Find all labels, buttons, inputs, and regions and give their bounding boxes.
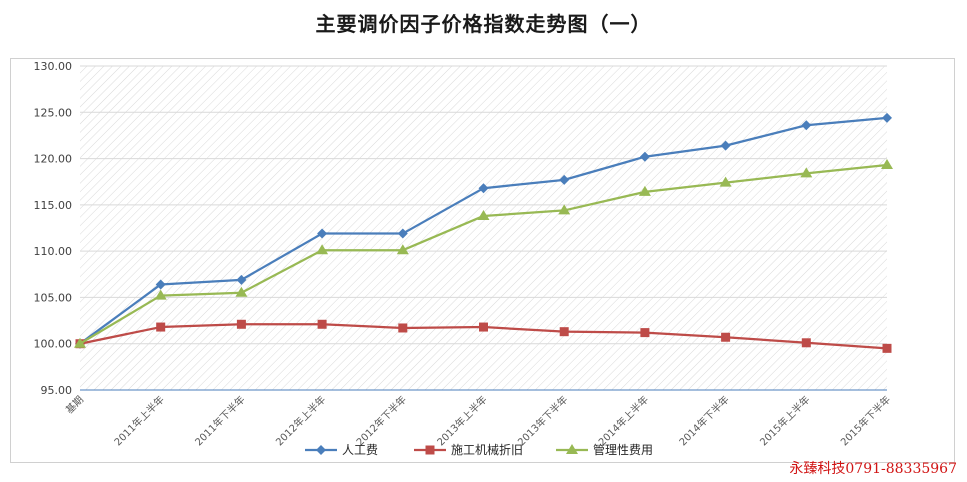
y-tick-label: 125.00	[34, 106, 73, 119]
y-tick-label: 115.00	[34, 199, 73, 212]
chart-frame	[10, 58, 955, 463]
legend-marker	[425, 445, 435, 455]
gridlines	[80, 65, 887, 391]
x-tick-label: 2011年上半年	[111, 393, 166, 448]
y-tick-label: 110.00	[34, 245, 73, 258]
series-3	[74, 159, 893, 348]
data-point	[316, 244, 329, 255]
legend-marker	[566, 444, 578, 454]
x-axis-ticks: 基期 2011年上半年 2011年下半年 2012年上半年 2012年下半年 2013年上…	[63, 393, 893, 448]
x-tick-label: 2015年下半年	[838, 393, 893, 448]
x-tick-label: 2013年上半年	[434, 393, 489, 448]
x-tick-label: 2013年下半年	[515, 393, 570, 448]
data-point	[478, 183, 489, 194]
legend-label: 管理性费用	[593, 442, 653, 457]
x-tick-label: 2015年上半年	[757, 393, 812, 448]
legend: 人工费 施工机械折旧 管理性费用	[305, 442, 653, 457]
plot-area	[80, 66, 887, 390]
data-point	[317, 228, 328, 239]
data-point	[398, 323, 408, 333]
x-tick-label: 2012年下半年	[353, 393, 408, 448]
y-tick-label: 105.00	[34, 291, 73, 304]
series-1	[75, 112, 892, 349]
y-tick-label: 130.00	[34, 60, 73, 73]
data-point	[720, 140, 731, 151]
legend-item: 施工机械折旧	[414, 442, 523, 457]
data-point	[801, 120, 812, 131]
data-point	[719, 176, 732, 187]
data-point	[559, 327, 569, 337]
series-group	[74, 112, 893, 353]
data-point	[397, 228, 408, 239]
data-point	[317, 319, 327, 329]
data-point	[801, 338, 811, 348]
y-tick-label: 95.00	[41, 384, 73, 397]
y-tick-label: 120.00	[34, 153, 73, 166]
data-point	[156, 322, 166, 332]
data-point	[558, 204, 571, 215]
data-point	[639, 151, 650, 162]
y-tick-label: 100.00	[34, 338, 73, 351]
data-point	[235, 286, 248, 297]
y-axis-ticks: 95.00 100.00 105.00 110.00 115.00 120.00 125.0…	[34, 60, 73, 397]
x-tick-label: 2011年下半年	[192, 393, 247, 448]
watermark-text: 永臻科技0791-88335967	[789, 461, 957, 477]
data-point	[154, 289, 167, 300]
data-point	[721, 332, 731, 342]
data-point	[155, 279, 166, 290]
data-point	[236, 319, 246, 329]
data-point	[396, 244, 409, 255]
data-point	[236, 274, 247, 285]
data-point	[477, 209, 490, 220]
legend-item: 人工费	[305, 443, 378, 457]
legend-label: 人工费	[342, 443, 378, 457]
data-point	[559, 174, 570, 185]
legend-marker	[316, 445, 326, 455]
data-point	[800, 167, 813, 178]
data-point	[479, 322, 488, 332]
data-point	[882, 112, 892, 123]
data-point	[638, 185, 651, 196]
data-point	[640, 328, 650, 338]
legend-item: 管理性费用	[556, 442, 653, 457]
x-tick-label: 2012年上半年	[273, 393, 328, 448]
series-2	[75, 319, 892, 353]
x-tick-label: 2014年上半年	[596, 393, 651, 448]
data-point	[74, 337, 86, 348]
chart-title: 主要调价因子价格指数走势图（一）	[315, 12, 652, 36]
data-point	[882, 343, 892, 353]
x-tick-label: 2014年下半年	[676, 393, 731, 448]
legend-label: 施工机械折旧	[451, 442, 523, 457]
data-point	[881, 159, 893, 170]
